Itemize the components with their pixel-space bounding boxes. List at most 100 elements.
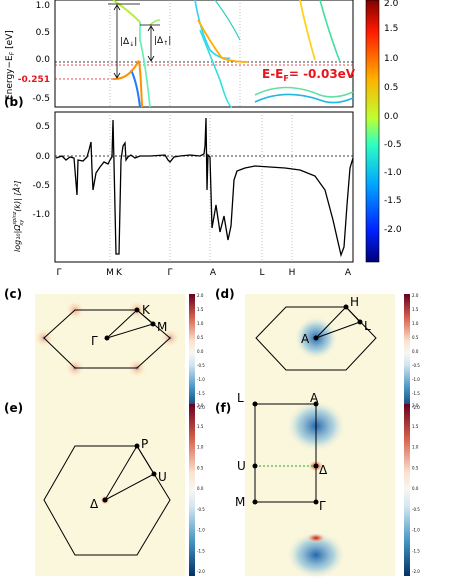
xtick-label: L [259, 268, 264, 278]
panel-b-ylabel: log₁₀|Ωspinzxy(k)| [Å²] [11, 181, 25, 252]
hs-point [252, 401, 258, 407]
small-cbar-tick: -1.0 [412, 377, 420, 382]
hs-label: P [141, 437, 148, 451]
band-curve [112, 60, 143, 108]
small-cbar-tick: -2.0 [412, 569, 420, 574]
delta-down-arrowhead [113, 72, 121, 79]
hs-label: U [158, 470, 167, 484]
k-path-triangle [106, 309, 155, 339]
small-cbar-tick: 2.0 [412, 293, 419, 298]
hs-point [313, 401, 319, 407]
gap-annotation: E-EF= -0.03eV [262, 67, 356, 83]
panel-f-label: (f) [215, 401, 231, 415]
small-cbar-tick: -1.0 [197, 377, 205, 382]
panel-b: (b) 0.5 0.0 -0.5 -1.0 log₁₀|Ωspinzxy(k)|… [4, 95, 354, 278]
small-cbar-tick: -0.5 [197, 507, 205, 512]
hs-point [102, 497, 108, 503]
hs-point [104, 335, 110, 341]
cbar-tick: 2.0 [384, 0, 399, 9]
panel-e-label: (e) [4, 401, 23, 415]
hs-label: M [235, 495, 245, 509]
panel-e-map [35, 404, 185, 576]
small-cbar-tick: -0.5 [412, 507, 420, 512]
panel-a-yticks: 1.0 0.5 0.0 -0.251 -0.5 [18, 1, 50, 104]
cbar-tick: 1.5 [384, 24, 398, 34]
panel-d-label: (d) [215, 287, 235, 301]
cbar-tick: 0.0 [384, 112, 399, 122]
small-cbar-tick: 2.0 [197, 293, 204, 298]
ytick-label: -0.5 [32, 94, 50, 104]
small-colorbar [189, 294, 195, 412]
colorbar-a-ticks: 2.0 1.5 1.0 0.5 0.0 -0.5 -1.0 -1.5 -2.0 [384, 0, 402, 235]
panel-b-yticks: 0.5 0.0 -0.5 -1.0 [32, 122, 50, 220]
xtick-label: A [345, 268, 352, 278]
ytick-label: 1.0 [36, 1, 51, 11]
small-cbar-tick: -0.5 [412, 363, 420, 368]
ytick-label: -1.0 [32, 210, 50, 220]
ytick-label: -0.5 [32, 181, 50, 191]
hs-label: Γ [319, 499, 326, 513]
hs-label: Δ [90, 497, 99, 511]
band-curve [149, 19, 161, 26]
panel-e: (e) P U Δ [4, 401, 195, 576]
hs-point [343, 304, 349, 310]
small-cbar-tick: -2.0 [197, 405, 205, 410]
cbar-tick: 1.0 [384, 54, 399, 64]
hs-point [150, 321, 156, 327]
cbar-tick: -1.0 [384, 168, 402, 178]
panel-a: |Δ↓| |Δ↑| E-EF= -0.03eV 1.0 0.5 0.0 -0.2… [5, 0, 402, 263]
xtick-label: Γ [167, 268, 172, 278]
small-cbar-tick: 1.5 [197, 424, 204, 429]
cbar-tick: -0.5 [384, 140, 402, 150]
band-curve [112, 0, 141, 23]
small-cbar-tick: 0.0 [412, 349, 419, 354]
xtick-label: M [106, 268, 114, 278]
panel-a-ylabel: Energy−EF [eV] [5, 30, 16, 100]
hs-label: L [237, 391, 244, 405]
hotspot [286, 531, 346, 579]
ytick-label: 0.0 [36, 55, 51, 65]
small-cbar-tick: -1.0 [197, 528, 205, 533]
hs-point [313, 463, 319, 469]
small-cbar-tick: 1.0 [197, 321, 204, 326]
hotspot [306, 533, 326, 543]
small-cbar-tick: 0.0 [197, 486, 204, 491]
ytick-label: 0.5 [36, 122, 50, 132]
small-colorbar [189, 404, 195, 576]
xtick-label: Γ [56, 268, 61, 278]
small-cbar-tick: 0.5 [197, 465, 204, 470]
small-cbar-tick: -1.5 [197, 548, 205, 553]
delta-up-arrowhead [147, 55, 155, 62]
ytick-label: 0.5 [36, 28, 50, 38]
small-cbar-tick: 2.0 [412, 403, 419, 408]
band-curve [214, 0, 241, 41]
cbar-tick: -2.0 [384, 225, 402, 235]
hs-label: M [157, 320, 167, 334]
hs-point [357, 319, 363, 325]
band-curve [130, 69, 141, 108]
small-cbar-tick: 2.0 [197, 403, 204, 408]
small-cbar-tick: 0.5 [412, 465, 419, 470]
hs-label: H [350, 295, 359, 309]
small-cbar-tick: 1.0 [197, 445, 204, 450]
ytick-label: 0.0 [36, 152, 51, 162]
hs-label: A [310, 391, 319, 405]
hs-point [252, 499, 258, 505]
small-cbar-tick: 1.5 [197, 307, 204, 312]
small-colorbar [404, 404, 410, 576]
small-cbar-tick: 1.5 [412, 307, 419, 312]
k-path-triangle [104, 445, 155, 501]
hs-point [151, 471, 157, 477]
small-cbar-tick: 1.0 [412, 445, 419, 450]
band-curve [254, 93, 354, 104]
hs-point [134, 443, 140, 449]
colorbar-a [365, 0, 380, 263]
delta-up-label: |Δ↑| [154, 36, 171, 47]
hs-label: Γ [91, 334, 98, 348]
panel-b-label: (b) [4, 95, 24, 109]
berry-curvature-curve [55, 117, 354, 258]
small-cbar-tick: 0.0 [412, 486, 419, 491]
small-colorbar-ticks: 2.01.51.00.50.0-0.5-1.0-1.5-2.02.01.51.0… [197, 293, 420, 574]
hs-label: U [237, 459, 246, 473]
